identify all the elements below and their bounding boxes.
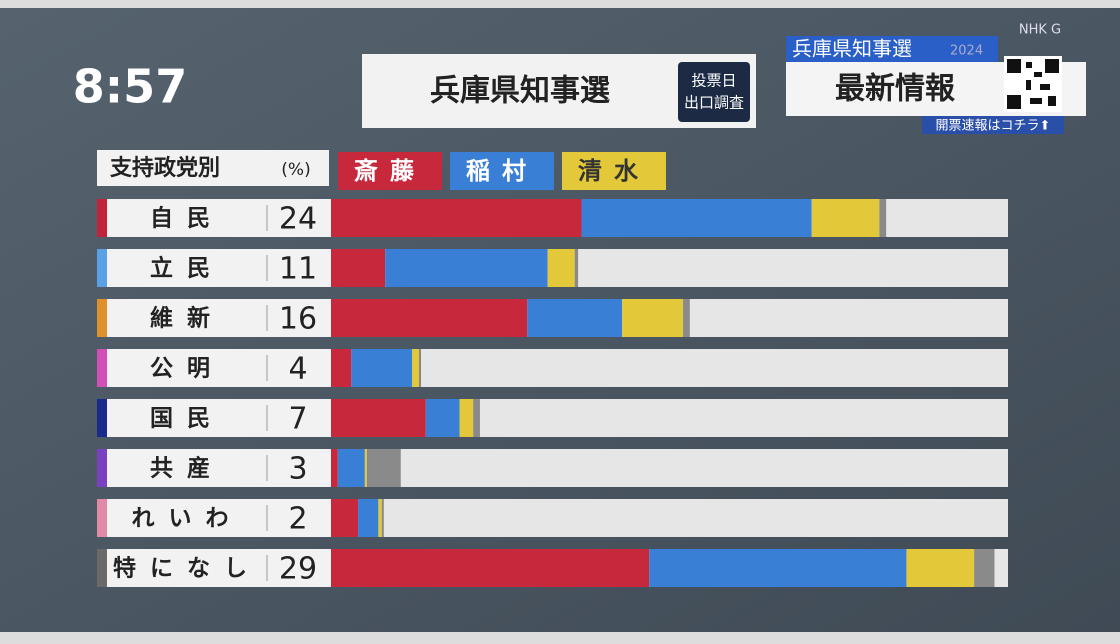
bar-segment — [622, 299, 684, 337]
party-name: 特になし — [113, 556, 261, 582]
bar-segment — [419, 349, 422, 387]
legend-swatch — [450, 152, 554, 190]
badge-line: 投票日 — [691, 72, 736, 90]
clock: 8:57 — [73, 60, 187, 114]
bar-segment — [331, 349, 352, 387]
bar-segment — [358, 499, 379, 537]
party-name: 自民 — [150, 205, 224, 232]
bar-segment — [425, 399, 460, 437]
party-share: 11 — [279, 252, 317, 287]
bar-segment — [547, 249, 575, 287]
bar-segment — [331, 549, 650, 587]
row-label-box — [97, 399, 331, 437]
bar-segment — [331, 449, 338, 487]
channel: NHK G — [1019, 23, 1061, 38]
bar-track — [331, 499, 1008, 537]
party-tab — [97, 349, 107, 387]
legend-swatch — [338, 152, 442, 190]
chart-title: 支持政党別 — [110, 155, 220, 181]
bar-segment — [351, 349, 413, 387]
legend-label: 清水 — [578, 157, 650, 185]
party-name: 国民 — [150, 406, 224, 432]
link: 開票速報はコチラ⬆ — [936, 119, 1051, 134]
bar-segment — [574, 249, 579, 287]
party-share: 4 — [288, 352, 307, 387]
bar-segment — [459, 399, 474, 437]
party-share: 3 — [288, 452, 307, 487]
party-tab — [97, 499, 107, 537]
title: 兵庫県知事選 — [430, 74, 610, 109]
link-box — [922, 116, 1064, 134]
bar-segment — [906, 549, 975, 587]
party-share: 29 — [279, 552, 317, 587]
bar-segment — [879, 199, 887, 237]
party-share: 2 — [288, 502, 307, 537]
party-name: 立民 — [150, 255, 224, 282]
bar-segment — [331, 249, 386, 287]
bar-segment — [331, 299, 528, 337]
row-label-box — [97, 449, 331, 487]
party-name: 共産 — [150, 455, 224, 482]
bar-segment — [331, 199, 582, 237]
bar-segment — [974, 549, 995, 587]
bar-segment — [331, 399, 426, 437]
party-name: 維新 — [150, 305, 224, 332]
bar-segment — [381, 499, 384, 537]
legend-label: 斎藤 — [354, 157, 426, 185]
qr-code — [1004, 56, 1062, 112]
bar-track — [331, 449, 1008, 487]
party-tab — [97, 549, 107, 587]
row-label-box — [97, 199, 331, 237]
corner-headline: 最新情報 — [835, 72, 956, 107]
bar-segment — [331, 499, 359, 537]
party-name: れいわ — [132, 506, 243, 532]
party-share: 16 — [279, 302, 317, 337]
badge-line: 出口調査 — [684, 94, 744, 112]
bar-segment — [683, 299, 690, 337]
bar-segment — [581, 199, 812, 237]
bar-segment — [337, 449, 365, 487]
bar-segment — [811, 199, 880, 237]
bar-segment — [385, 249, 548, 287]
legend-label: 稲村 — [466, 157, 538, 185]
corner-title-box — [786, 36, 998, 62]
party-tab — [97, 449, 107, 487]
row-label-box — [97, 349, 331, 387]
party-tab — [97, 399, 107, 437]
badge — [678, 62, 750, 122]
chart-header-box — [97, 150, 329, 186]
corner-title: 兵庫県知事選 — [792, 37, 912, 61]
bar-segment — [366, 449, 401, 487]
row-label-box — [97, 299, 331, 337]
party-share: 24 — [279, 202, 317, 237]
bar-track — [331, 349, 1008, 387]
bar-segment — [473, 399, 480, 437]
bar-segment — [412, 349, 420, 387]
bar-segment — [649, 549, 907, 587]
legend-swatch — [562, 152, 666, 190]
bar-segment — [527, 299, 623, 337]
bar-segment — [364, 449, 367, 487]
row-label-box — [97, 499, 331, 537]
party-tab — [97, 199, 107, 237]
party-tab — [97, 249, 107, 287]
party-tab — [97, 299, 107, 337]
party-share: 7 — [288, 402, 307, 437]
party-name: 公明 — [150, 356, 224, 382]
unit: (%) — [281, 160, 310, 180]
row-label-box — [97, 249, 331, 287]
bar-segment — [378, 499, 382, 537]
corner-year: 2024 — [950, 44, 983, 59]
row-label-box — [97, 549, 331, 587]
